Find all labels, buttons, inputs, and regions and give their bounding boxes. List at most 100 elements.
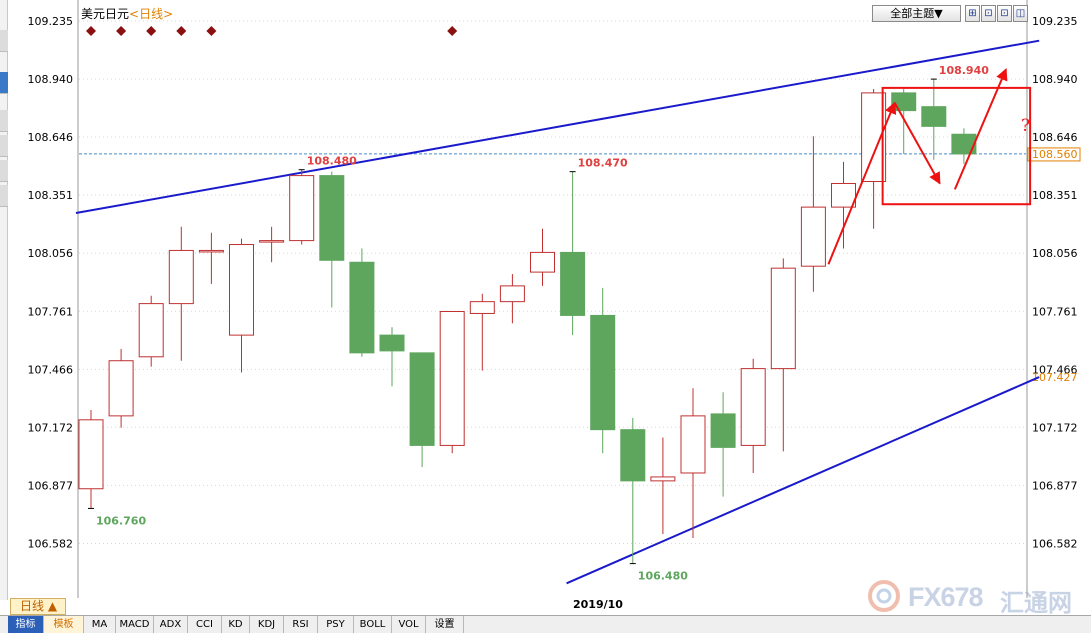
candle bbox=[560, 171, 586, 336]
candle bbox=[921, 79, 947, 160]
candle-body bbox=[259, 240, 285, 243]
y-tick-label-right: 108.646 bbox=[1032, 131, 1078, 144]
tab-psy[interactable]: PSY bbox=[318, 616, 354, 633]
annotation-label: 106.480 bbox=[638, 570, 688, 583]
candlestick-chart[interactable]: 109.235 108.940 108.646 108.351 108.056 107.7… bbox=[0, 0, 1091, 598]
candle-body bbox=[590, 314, 616, 431]
x-axis-date-label: 2019/10 bbox=[573, 598, 623, 611]
y-tick-label-left: 106.582 bbox=[28, 537, 74, 550]
tab-adx[interactable]: ADX bbox=[154, 616, 188, 633]
highlight-box bbox=[881, 86, 1032, 206]
tab-macd[interactable]: MACD bbox=[116, 616, 154, 633]
candle-body bbox=[319, 175, 345, 261]
event-marker-icon bbox=[447, 26, 458, 36]
side-tab-4[interactable] bbox=[0, 135, 8, 157]
side-tab-3[interactable] bbox=[0, 110, 8, 132]
period-tab[interactable]: 日线 ▲ bbox=[10, 598, 66, 615]
watermark-brand-cn: 汇通网 bbox=[1000, 589, 1072, 617]
candle-body bbox=[349, 261, 375, 354]
candle-body bbox=[198, 249, 224, 253]
y-tick-label-left: 108.056 bbox=[28, 247, 74, 260]
annotation-label: 108.470 bbox=[578, 157, 628, 170]
candle bbox=[530, 228, 555, 286]
y-tick-label-right: 108.940 bbox=[1032, 73, 1078, 86]
question-mark: ? bbox=[1021, 116, 1030, 136]
side-tab-2[interactable] bbox=[0, 72, 8, 94]
candle bbox=[680, 388, 706, 538]
candle bbox=[439, 310, 465, 454]
candle-body bbox=[168, 249, 194, 305]
candle bbox=[259, 226, 285, 263]
arrow bbox=[893, 102, 941, 185]
candle-body bbox=[680, 415, 706, 474]
y-tick-label-left: 108.351 bbox=[28, 189, 74, 202]
grid bbox=[79, 20, 1026, 544]
indicator-bar: 指标 模板 MA MACD ADX CCI KD KDJ RSI PSY BOL… bbox=[0, 615, 1091, 633]
candle bbox=[319, 171, 345, 308]
current-price-box bbox=[1027, 147, 1081, 162]
candle bbox=[138, 295, 164, 367]
left-side-strip bbox=[0, 0, 8, 600]
zoom-tool-button[interactable]: ⊡ bbox=[981, 5, 996, 22]
y-axis-left: 109.235 108.940 108.646 108.351 108.056 107.7… bbox=[28, 15, 74, 550]
y-tick-label-left: 108.940 bbox=[28, 73, 74, 86]
price-annotations: 106.760 108.480 108.470 106.480 108.940 bbox=[88, 64, 989, 583]
candle bbox=[229, 238, 254, 373]
side-tab-1[interactable] bbox=[0, 30, 8, 52]
tab-templates[interactable]: 模板 bbox=[44, 616, 84, 633]
candle bbox=[499, 274, 525, 324]
tab-rsi[interactable]: RSI bbox=[284, 616, 318, 633]
y-tick-label-right: 107.466 bbox=[1032, 363, 1078, 376]
candle-body bbox=[921, 106, 947, 127]
frame-tool-button[interactable]: ⊡ bbox=[997, 5, 1012, 22]
candle-body bbox=[78, 419, 104, 490]
chart-title: 美元日元<日线> bbox=[81, 5, 173, 22]
y-tick-label-right: 107.761 bbox=[1032, 305, 1078, 318]
theme-dropdown[interactable]: 全部主题▼ bbox=[872, 5, 961, 22]
layout-tool-button[interactable]: ◫ bbox=[1013, 5, 1028, 22]
tab-vol[interactable]: VOL bbox=[392, 616, 426, 633]
tab-settings[interactable]: 设置 bbox=[426, 616, 464, 633]
tab-kdj[interactable]: KDJ bbox=[250, 616, 284, 633]
tab-indicators[interactable]: 指标 bbox=[8, 616, 44, 633]
candle-body bbox=[800, 206, 826, 267]
candle-body bbox=[379, 334, 405, 352]
candle-body bbox=[831, 182, 856, 208]
tab-ma[interactable]: MA bbox=[84, 616, 116, 633]
tab-kd[interactable]: KD bbox=[222, 616, 250, 633]
event-marker-icon bbox=[86, 26, 96, 36]
candle-body bbox=[770, 267, 796, 370]
candle-body bbox=[499, 285, 525, 303]
trendline-upper bbox=[75, 39, 1040, 215]
candle-body bbox=[710, 413, 736, 448]
annotation-label: 106.760 bbox=[96, 514, 146, 527]
tab-boll[interactable]: BOLL bbox=[354, 616, 392, 633]
candle bbox=[349, 248, 375, 357]
candle-body bbox=[469, 301, 495, 314]
candle bbox=[800, 136, 826, 292]
tab-cci[interactable]: CCI bbox=[188, 616, 222, 633]
candle bbox=[770, 258, 796, 452]
crosshair-tool-button[interactable]: ⊞ bbox=[965, 5, 980, 22]
candle bbox=[831, 161, 856, 249]
candle-body bbox=[229, 244, 254, 336]
y-tick-label-right: 108.056 bbox=[1032, 247, 1078, 260]
y-tick-label-left: 107.466 bbox=[28, 363, 74, 376]
candle bbox=[891, 88, 917, 154]
event-marker-icon bbox=[206, 26, 217, 36]
watermark-brand: FX678 bbox=[908, 582, 984, 612]
side-tab-6[interactable] bbox=[0, 185, 8, 207]
candle bbox=[409, 352, 435, 468]
side-tab-5[interactable] bbox=[0, 160, 8, 182]
y-tick-label-right: 106.877 bbox=[1032, 479, 1078, 492]
candle-body bbox=[560, 251, 586, 316]
candle-body bbox=[108, 360, 134, 417]
event-marker-icon bbox=[146, 26, 157, 36]
y-axis-right: 109.235 108.940 108.646 108.351 108.056 107.7… bbox=[1027, 15, 1081, 550]
watermark: FX678 汇通网 bbox=[862, 578, 1082, 617]
candle bbox=[108, 348, 134, 428]
candle-body bbox=[439, 310, 465, 446]
candle-body bbox=[138, 303, 164, 358]
candle bbox=[710, 392, 736, 497]
event-marker-icon bbox=[176, 26, 187, 36]
